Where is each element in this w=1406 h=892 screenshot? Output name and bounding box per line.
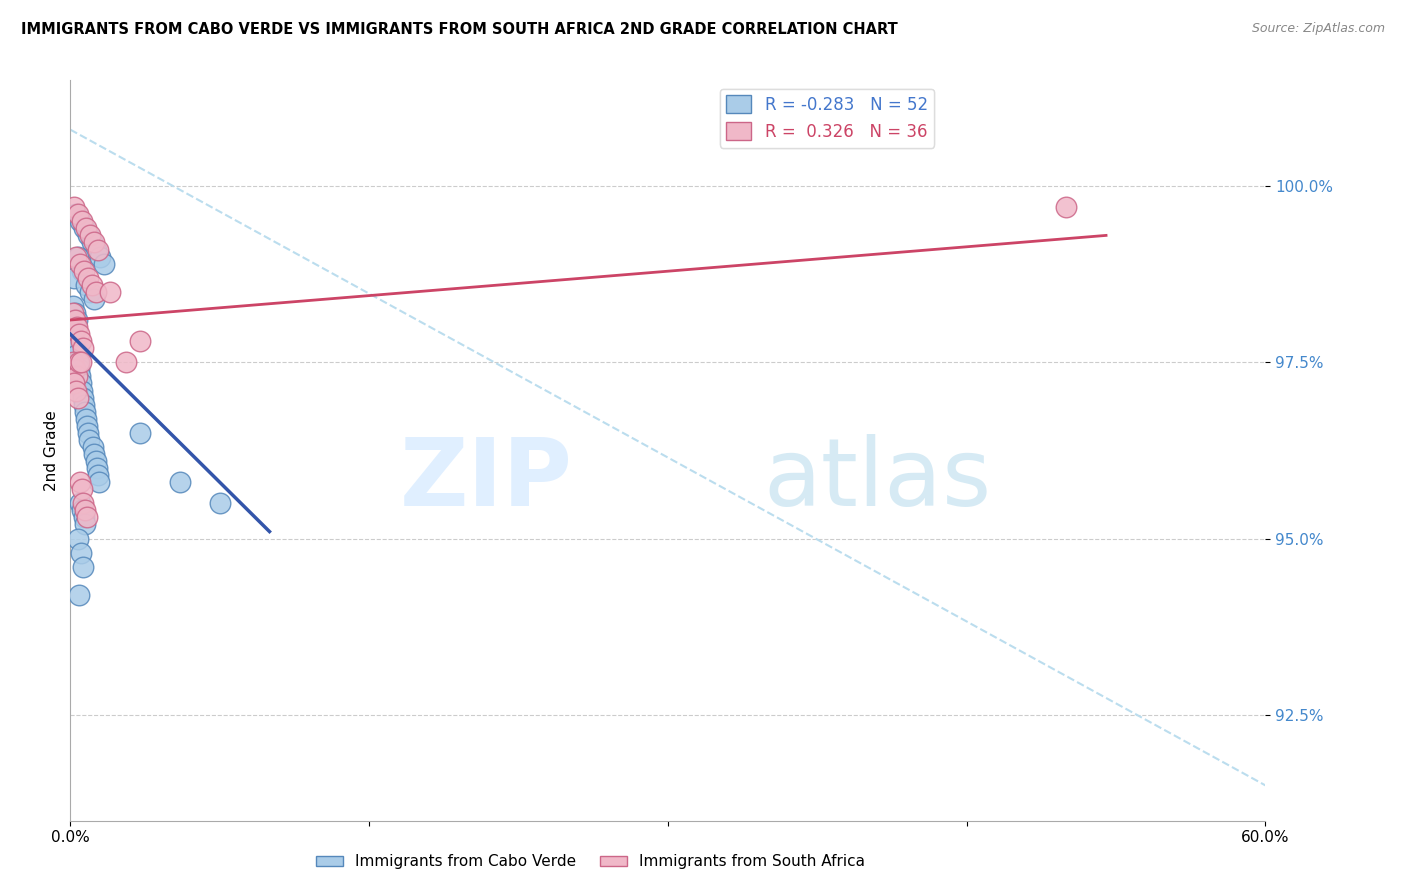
Point — [69, 496, 91, 510]
Point — [67, 207, 90, 221]
Point — [70, 263, 93, 277]
Point — [87, 468, 110, 483]
Legend: Immigrants from Cabo Verde, Immigrants from South Africa: Immigrants from Cabo Verde, Immigrants f… — [309, 848, 872, 875]
Point — [115, 355, 138, 369]
Point — [65, 313, 87, 327]
Point — [89, 475, 111, 490]
Point — [66, 369, 89, 384]
Point — [72, 391, 94, 405]
Point — [65, 306, 87, 320]
Text: IMMIGRANTS FROM CABO VERDE VS IMMIGRANTS FROM SOUTH AFRICA 2ND GRADE CORRELATION: IMMIGRANTS FROM CABO VERDE VS IMMIGRANTS… — [21, 22, 898, 37]
Point — [67, 532, 90, 546]
Point — [73, 510, 96, 524]
Point — [66, 391, 89, 405]
Point — [66, 313, 89, 327]
Point — [169, 475, 191, 490]
Point — [69, 475, 91, 490]
Point — [65, 348, 87, 362]
Point — [63, 362, 86, 376]
Y-axis label: 2nd Grade: 2nd Grade — [44, 410, 59, 491]
Point — [65, 207, 87, 221]
Point — [75, 221, 97, 235]
Point — [83, 292, 105, 306]
Point — [66, 355, 89, 369]
Point — [82, 235, 104, 250]
Text: atlas: atlas — [763, 434, 991, 526]
Point — [70, 214, 93, 228]
Point — [77, 228, 100, 243]
Point — [73, 398, 96, 412]
Point — [67, 327, 90, 342]
Point — [83, 235, 105, 250]
Point — [70, 546, 93, 560]
Point — [63, 334, 86, 348]
Point — [93, 257, 115, 271]
Point — [98, 285, 121, 299]
Point — [67, 355, 90, 369]
Text: Source: ZipAtlas.com: Source: ZipAtlas.com — [1251, 22, 1385, 36]
Point — [65, 250, 87, 264]
Legend: R = -0.283   N = 52, R =  0.326   N = 36: R = -0.283 N = 52, R = 0.326 N = 36 — [720, 88, 935, 147]
Point — [79, 285, 101, 299]
Point — [62, 355, 84, 369]
Point — [65, 384, 87, 398]
Point — [76, 418, 98, 433]
Point — [73, 263, 96, 277]
Point — [70, 482, 93, 496]
Point — [82, 277, 104, 292]
Text: ZIP: ZIP — [399, 434, 572, 526]
Point — [75, 411, 97, 425]
Point — [69, 369, 91, 384]
Point — [208, 496, 231, 510]
Point — [70, 334, 93, 348]
Point — [76, 510, 98, 524]
Point — [73, 405, 96, 419]
Point — [86, 461, 108, 475]
Point — [89, 250, 111, 264]
Point — [63, 376, 86, 391]
Point — [84, 285, 107, 299]
Point — [63, 270, 86, 285]
Point — [72, 496, 94, 510]
Point — [70, 503, 93, 517]
Point — [69, 355, 91, 369]
Point — [66, 355, 89, 369]
Point — [69, 257, 91, 271]
Point — [63, 200, 86, 214]
Point — [67, 250, 90, 264]
Point — [72, 341, 94, 355]
Point — [79, 228, 101, 243]
Point — [60, 320, 83, 334]
Point — [62, 327, 84, 342]
Point — [63, 341, 86, 355]
Point — [77, 433, 100, 447]
Point — [67, 588, 90, 602]
Point — [69, 376, 91, 391]
Point — [62, 306, 84, 320]
Point — [129, 334, 152, 348]
Point — [77, 270, 100, 285]
Point — [84, 243, 107, 257]
Point — [83, 447, 105, 461]
Point — [73, 221, 96, 235]
Point — [62, 299, 84, 313]
Point — [75, 277, 97, 292]
Point — [73, 503, 96, 517]
Point — [129, 425, 152, 440]
Point — [84, 454, 107, 468]
Point — [82, 440, 104, 454]
Point — [69, 214, 91, 228]
Point — [67, 362, 90, 376]
Point — [76, 425, 98, 440]
Point — [75, 517, 97, 532]
Point — [87, 243, 110, 257]
Point — [72, 559, 94, 574]
Point — [66, 320, 89, 334]
Point — [1054, 200, 1077, 214]
Point — [70, 384, 93, 398]
